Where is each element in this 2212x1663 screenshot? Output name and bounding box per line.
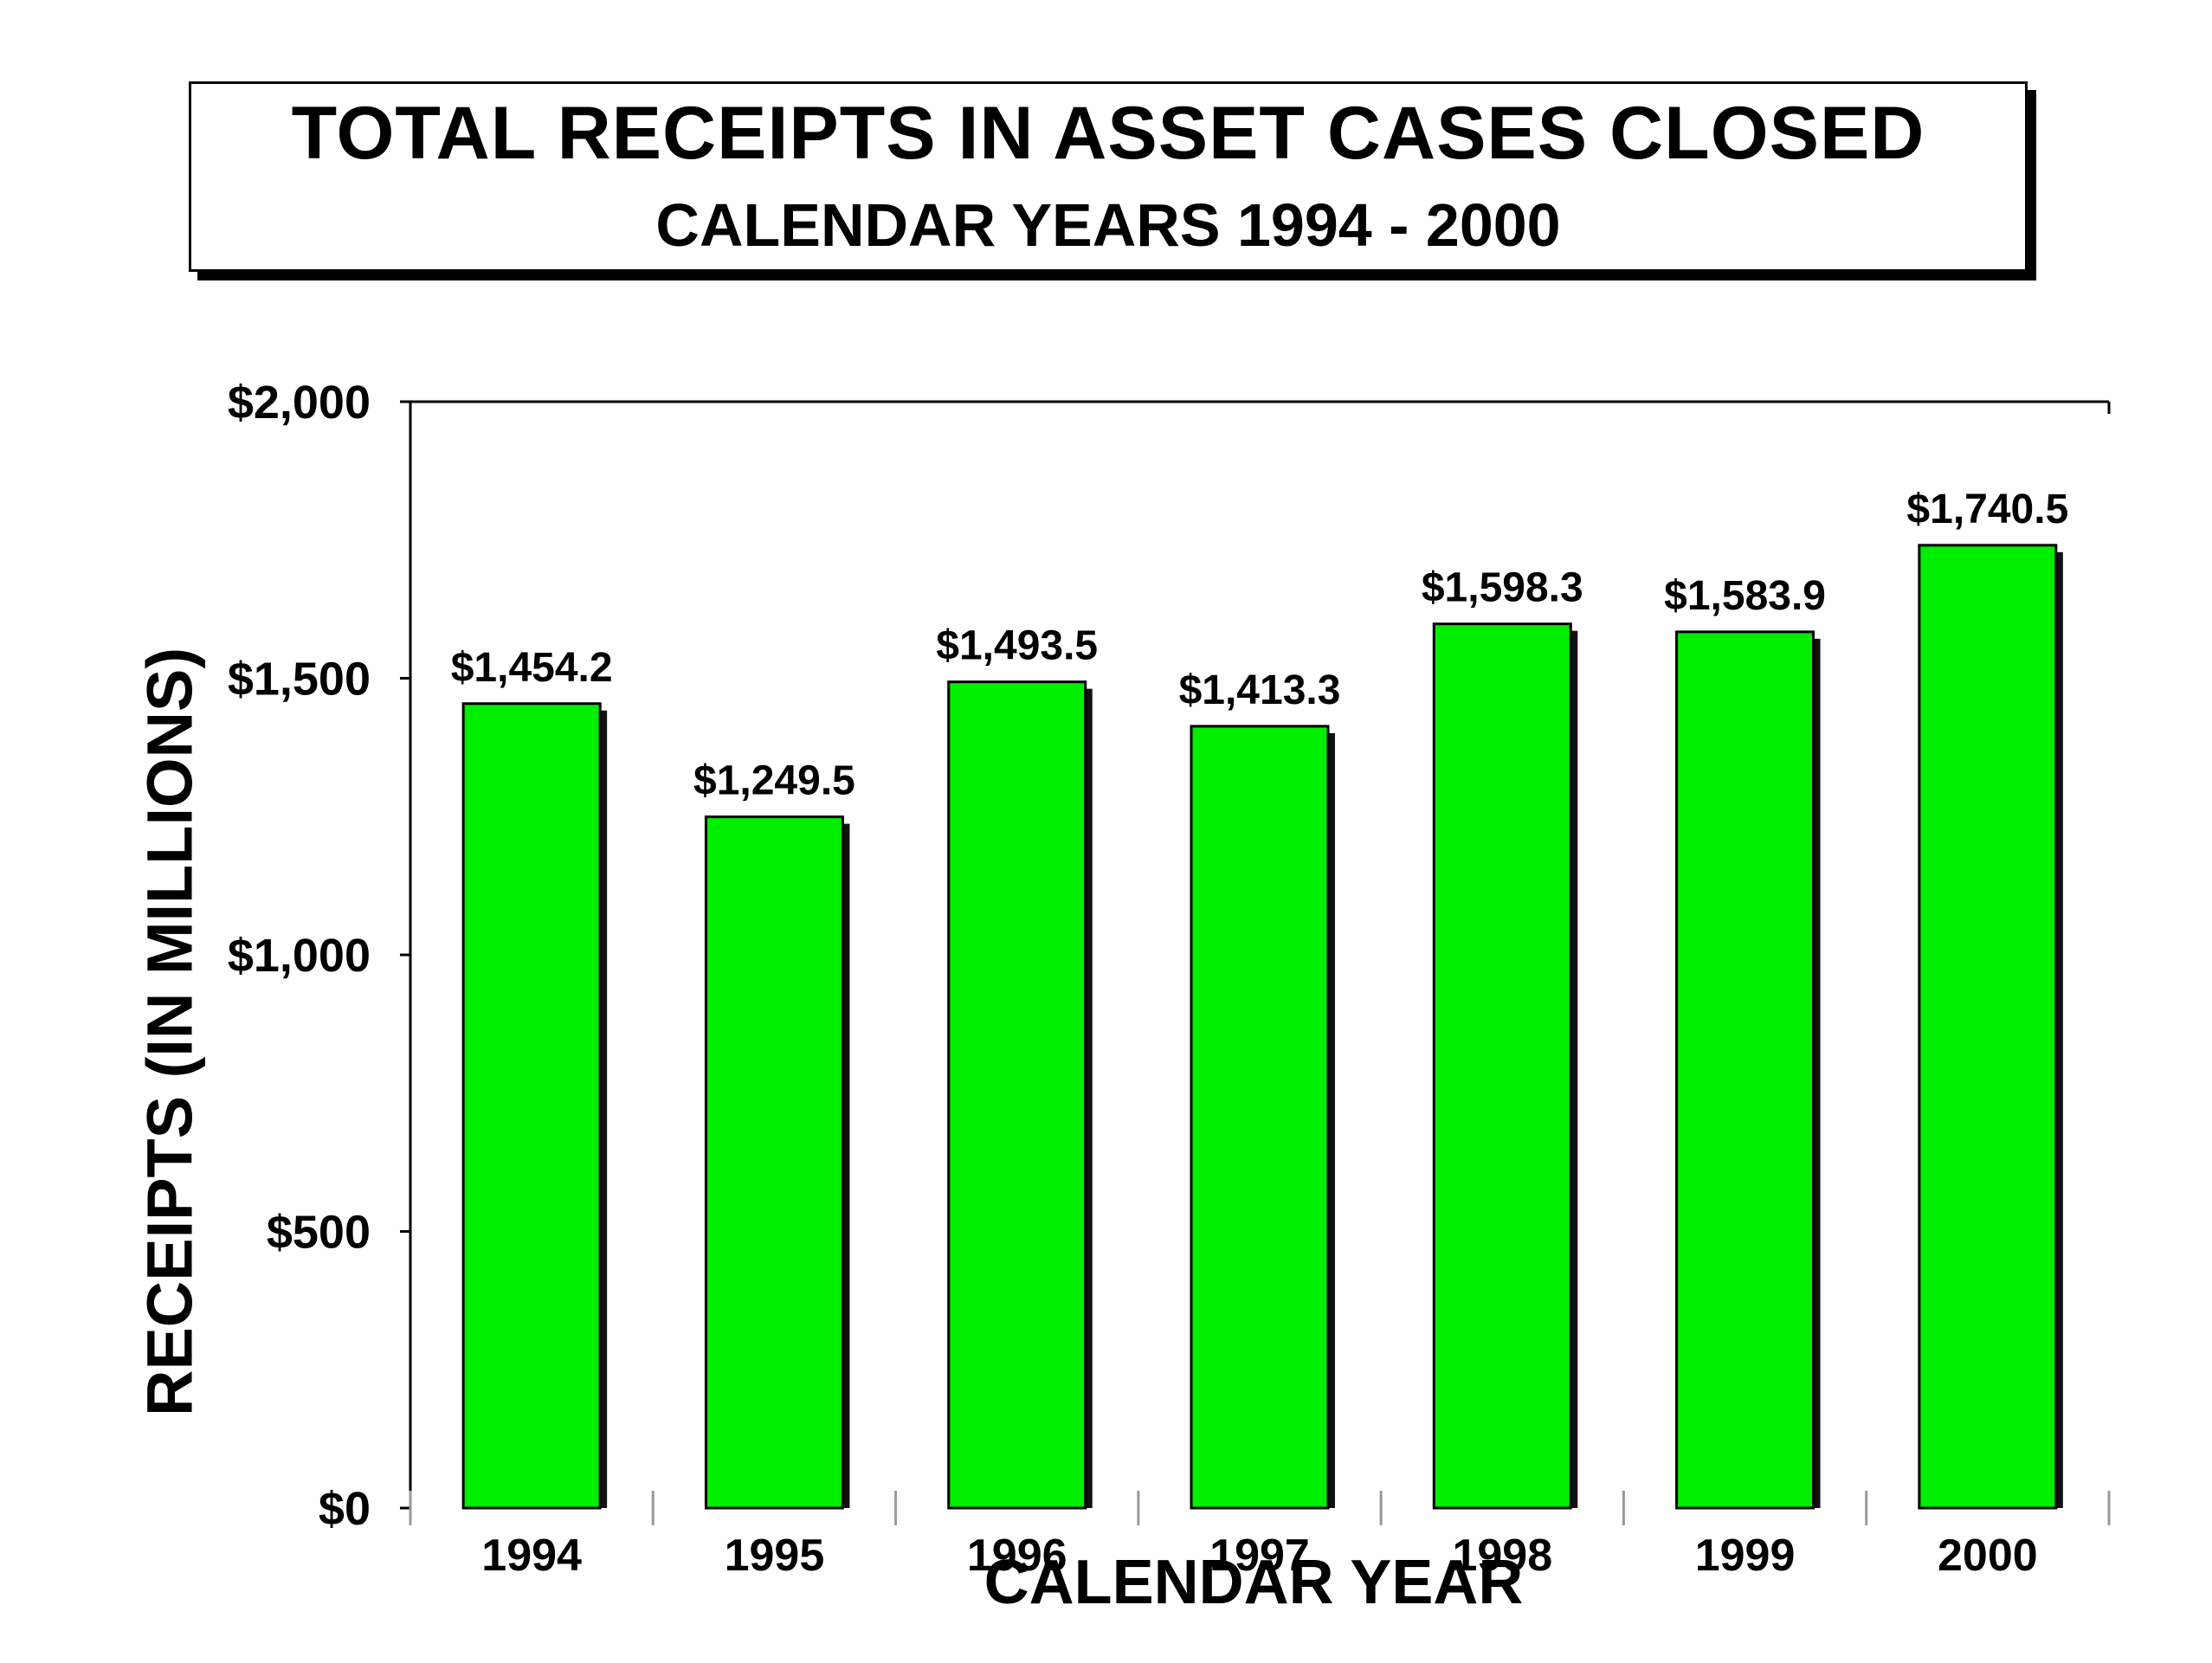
chart-subtitle: CALENDAR YEARS 1994 - 2000 xyxy=(655,191,1561,259)
bar-1994 xyxy=(461,702,602,1510)
x-tick-label: 1994 xyxy=(481,1531,582,1581)
bar-1997 xyxy=(1190,725,1330,1510)
bar-2000 xyxy=(1918,544,2058,1510)
data-label: $1,249.5 xyxy=(693,758,855,804)
y-tick-label: $500 xyxy=(267,1207,371,1259)
y-tick-label: $1,500 xyxy=(228,654,371,706)
bar-1996 xyxy=(947,680,1087,1510)
chart-title: TOTAL RECEIPTS IN ASSET CASES CLOSED xyxy=(291,92,1925,175)
x-tick-label: 1999 xyxy=(1695,1531,1796,1581)
x-tick-label: 1996 xyxy=(967,1531,1067,1581)
data-label: $1,493.5 xyxy=(936,623,1098,669)
x-tick-label: 1995 xyxy=(725,1531,825,1581)
bar-1995 xyxy=(704,815,844,1510)
chart-title-box: TOTAL RECEIPTS IN ASSET CASES CLOSED CAL… xyxy=(189,81,2028,272)
y-tick-label: $2,000 xyxy=(228,377,371,429)
x-tick-label: 1997 xyxy=(1209,1531,1310,1581)
bar-1998 xyxy=(1432,622,1572,1510)
bar-1999 xyxy=(1675,630,1815,1510)
x-tick-label: 2000 xyxy=(1938,1531,2038,1581)
data-label: $1,413.3 xyxy=(1179,667,1341,713)
x-axis-label: CALENDAR YEAR xyxy=(983,1548,1524,1617)
y-tick-label: $0 xyxy=(319,1483,371,1535)
data-label: $1,598.3 xyxy=(1422,565,1583,611)
data-label: $1,583.9 xyxy=(1664,573,1826,619)
data-label: $1,740.5 xyxy=(1906,487,2068,532)
x-tick-label: 1998 xyxy=(1452,1531,1552,1581)
y-tick-label: $1,000 xyxy=(228,930,371,982)
data-label: $1,454.2 xyxy=(451,645,613,691)
